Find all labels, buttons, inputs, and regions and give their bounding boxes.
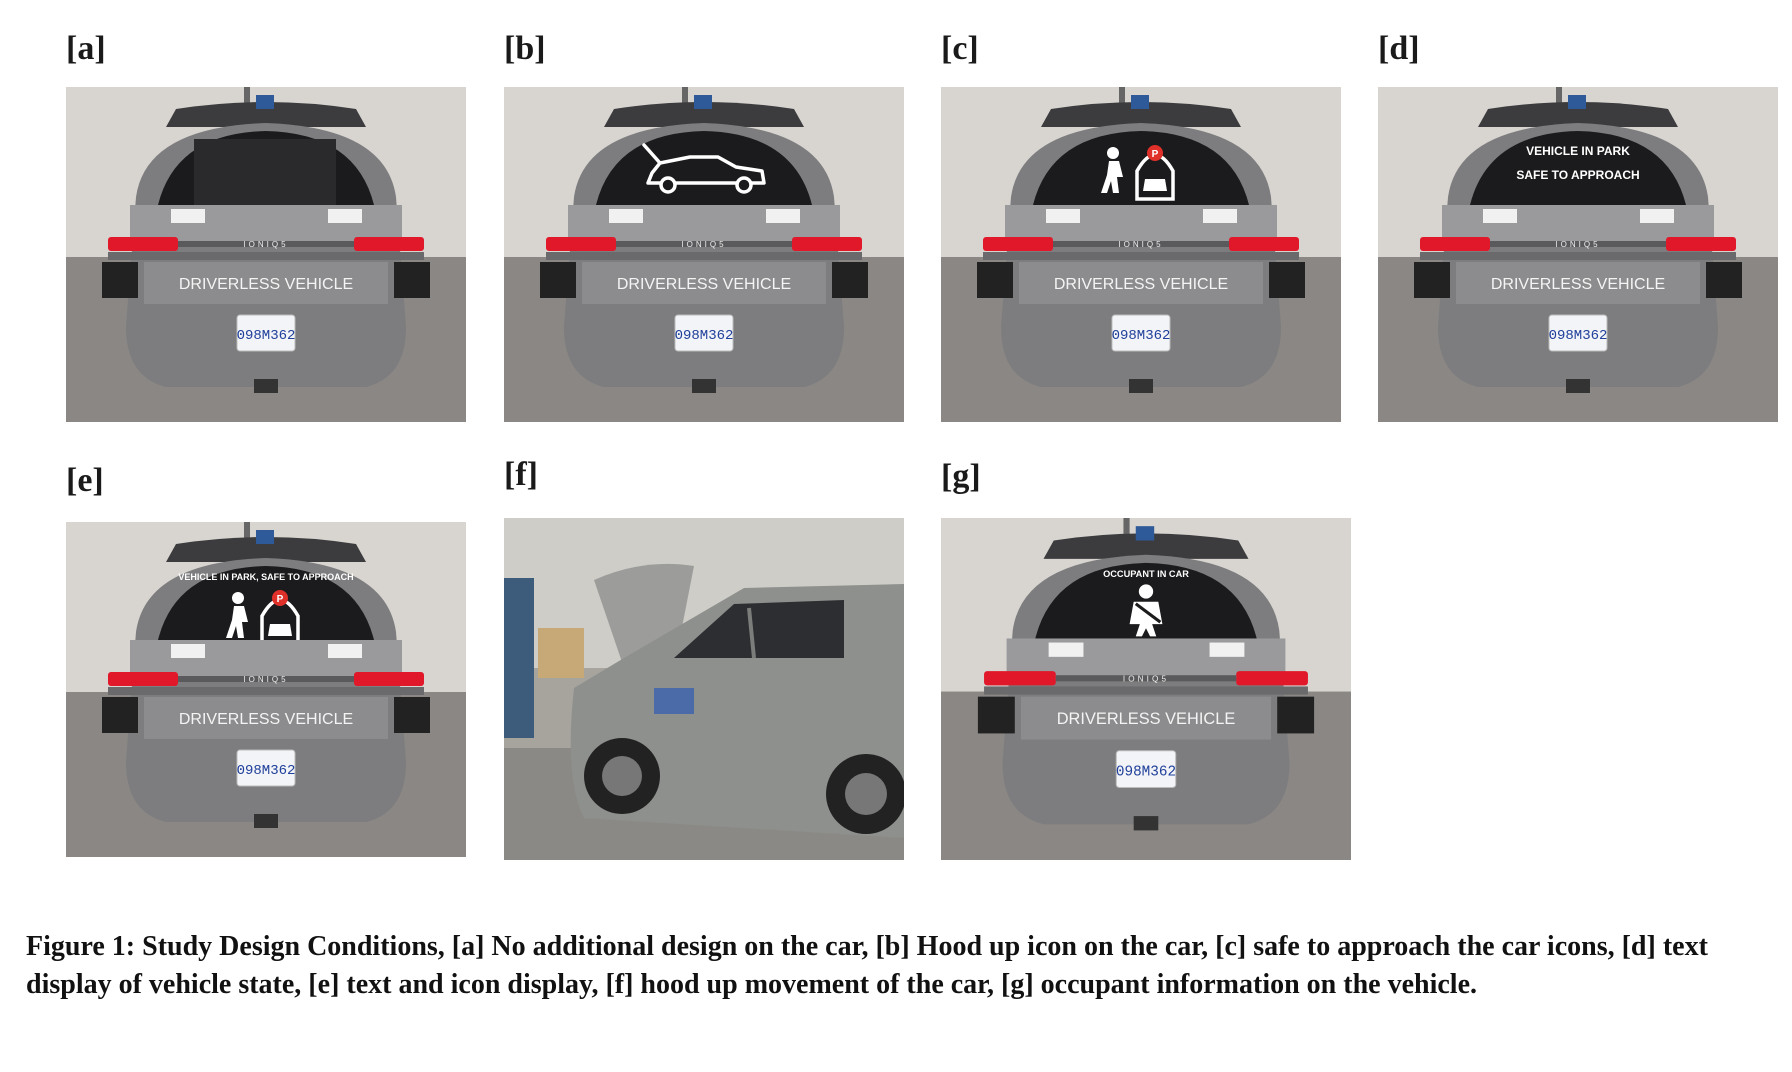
left-taillight <box>983 237 1053 251</box>
brand-badge: IONIQ5 <box>1555 240 1600 249</box>
parked-car-icon: P <box>260 590 300 646</box>
right-taillight <box>354 237 424 251</box>
car-photo-f-side-view <box>504 518 904 860</box>
rear-window-display <box>158 566 374 640</box>
rear-window-display <box>1033 131 1249 205</box>
right-taillight <box>792 237 862 251</box>
panel-label-a: [a] <box>66 30 106 67</box>
license-plate <box>236 749 296 787</box>
driverless-sign <box>1456 262 1700 304</box>
brand-badge: IONIQ5 <box>1118 240 1163 249</box>
left-taillight <box>1420 237 1490 251</box>
panel-label-c: [c] <box>941 30 979 67</box>
pedestrian-icon <box>226 592 248 638</box>
hood-up-car-icon <box>642 143 766 194</box>
panel-label-b: [b] <box>504 30 546 67</box>
license-plate-text: 098M362 <box>1549 328 1608 344</box>
right-taillight <box>354 672 424 686</box>
rear-window-display <box>1035 562 1257 639</box>
license-plate-text: 098M362 <box>675 328 734 344</box>
license-plate-text: 098M362 <box>1116 764 1176 780</box>
brand-badge: IONIQ5 <box>243 675 288 684</box>
left-taillight <box>108 672 178 686</box>
license-plate-text: 098M362 <box>1112 328 1171 344</box>
car-photo-c: P IONIQ5 DRIVERLESS VEHICLE 098M362 <box>941 87 1341 422</box>
driverless-sign-text: DRIVERLESS VEHICLE <box>179 711 353 728</box>
driverless-sign-text: DRIVERLESS VEHICLE <box>1057 710 1236 728</box>
screen-text-line1: VEHICLE IN PARK <box>1526 144 1630 158</box>
driverless-sign-text: DRIVERLESS VEHICLE <box>617 276 791 293</box>
car-photo-g: OCCUPANT IN CAR IONIQ5 DRIVERLESS VEHICL… <box>941 518 1351 860</box>
license-plate <box>1115 750 1177 789</box>
driverless-sign <box>582 262 826 304</box>
screen-text: OCCUPANT IN CAR <box>1103 569 1189 579</box>
left-taillight <box>546 237 616 251</box>
screen-text: VEHICLE IN PARK, SAFE TO APPROACH <box>178 572 353 582</box>
screen-text-line2: SAFE TO APPROACH <box>1516 168 1639 182</box>
panel-label-d: [d] <box>1378 30 1420 67</box>
driverless-sign <box>144 262 388 304</box>
car-photo-b: IONIQ5 DRIVERLESS VEHICLE 098M362 <box>504 87 904 422</box>
parked-car-icon: P <box>1135 145 1175 201</box>
driverless-sign-text: DRIVERLESS VEHICLE <box>179 276 353 293</box>
brand-badge: IONIQ5 <box>1123 674 1169 683</box>
car-photo-d: VEHICLE IN PARK SAFE TO APPROACH IONIQ5 … <box>1378 87 1778 422</box>
redacted-display-area <box>194 139 336 205</box>
car-photo-a: IONIQ5 DRIVERLESS VEHICLE 098M362 <box>66 87 466 422</box>
right-taillight <box>1236 671 1308 686</box>
panel-label-f: [f] <box>504 456 538 493</box>
right-taillight <box>1666 237 1736 251</box>
license-plate-text: 098M362 <box>237 763 296 779</box>
license-plate <box>1548 314 1608 352</box>
park-letter: P <box>1152 149 1159 160</box>
license-plate <box>236 314 296 352</box>
panel-label-e: [e] <box>66 462 104 499</box>
driverless-sign <box>1020 696 1272 740</box>
brand-badge: IONIQ5 <box>681 240 726 249</box>
pedestrian-icon <box>1101 147 1123 193</box>
license-plate <box>674 314 734 352</box>
driverless-sign-text: DRIVERLESS VEHICLE <box>1491 276 1665 293</box>
left-taillight <box>108 237 178 251</box>
car-photo-e: P VEHICLE IN PARK, SAFE TO APPROACH IONI… <box>66 522 466 857</box>
license-plate <box>1111 314 1171 352</box>
seatbelt-icon <box>1129 584 1163 637</box>
panel-label-g: [g] <box>941 458 981 495</box>
right-taillight <box>1229 237 1299 251</box>
driverless-sign <box>144 697 388 739</box>
figure-caption: Figure 1: Study Design Conditions, [a] N… <box>26 931 1708 1000</box>
left-taillight <box>984 671 1056 686</box>
license-plate-text: 098M362 <box>237 328 296 344</box>
rear-window-display <box>1470 131 1686 205</box>
driverless-sign <box>1019 262 1263 304</box>
driverless-sign-text: DRIVERLESS VEHICLE <box>1054 276 1228 293</box>
brand-badge: IONIQ5 <box>243 240 288 249</box>
park-letter: P <box>277 594 284 605</box>
